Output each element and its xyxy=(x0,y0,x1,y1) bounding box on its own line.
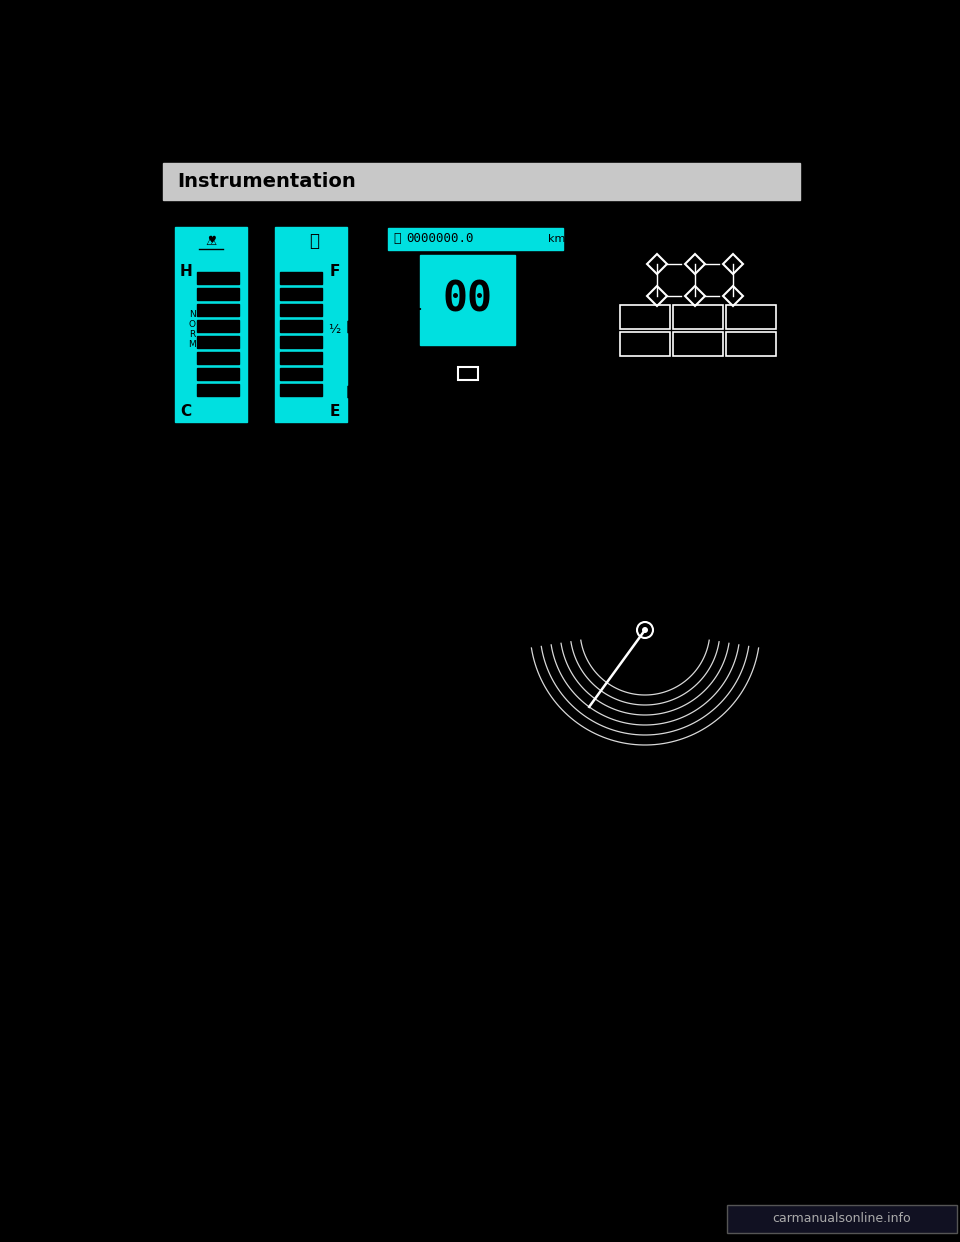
Bar xyxy=(163,163,800,200)
Text: ⚠: ⚠ xyxy=(205,235,217,247)
Bar xyxy=(673,332,723,356)
Text: ⌘: ⌘ xyxy=(149,389,161,401)
Bar xyxy=(620,332,670,356)
Bar xyxy=(197,304,239,315)
Bar xyxy=(175,227,247,422)
Text: FD: FD xyxy=(385,291,398,301)
Bar xyxy=(388,229,563,250)
Text: F: F xyxy=(329,265,340,279)
Text: Ⓢ: Ⓢ xyxy=(393,232,400,246)
Circle shape xyxy=(642,627,648,633)
Bar xyxy=(726,306,776,329)
Text: H: H xyxy=(180,265,193,279)
Bar xyxy=(280,288,322,301)
Bar xyxy=(420,255,515,345)
Bar xyxy=(197,384,239,396)
Bar xyxy=(197,351,239,364)
Text: MPH: MPH xyxy=(519,299,543,309)
Bar xyxy=(275,227,347,422)
Text: ⚠: ⚠ xyxy=(359,227,372,242)
Text: C: C xyxy=(180,405,191,420)
Bar xyxy=(280,384,322,396)
Bar xyxy=(197,288,239,301)
Text: 0000000.0: 0000000.0 xyxy=(406,232,473,246)
Text: ♥: ♥ xyxy=(206,235,215,245)
Text: carmanualsonline.info: carmanualsonline.info xyxy=(773,1212,911,1226)
Bar xyxy=(197,337,239,348)
Bar xyxy=(197,272,239,284)
Bar xyxy=(280,337,322,348)
Bar xyxy=(727,1205,957,1233)
Bar xyxy=(620,306,670,329)
Text: Instrumentation: Instrumentation xyxy=(177,171,356,191)
Bar xyxy=(673,306,723,329)
Polygon shape xyxy=(348,386,356,397)
Bar xyxy=(280,351,322,364)
Text: ½: ½ xyxy=(327,323,340,337)
Bar xyxy=(280,368,322,380)
Bar xyxy=(726,332,776,356)
Bar xyxy=(197,368,239,380)
Bar xyxy=(197,320,239,332)
Text: E: E xyxy=(329,405,340,420)
Bar xyxy=(280,320,322,332)
Text: ⛽: ⛽ xyxy=(309,232,319,250)
Bar xyxy=(280,304,322,315)
Text: km: km xyxy=(548,233,565,243)
Text: N
O
R
M: N O R M xyxy=(188,310,196,349)
Text: 00: 00 xyxy=(443,279,492,320)
Text: km/h: km/h xyxy=(519,278,543,289)
Bar xyxy=(458,366,477,380)
Polygon shape xyxy=(348,320,356,333)
Bar xyxy=(280,272,322,284)
